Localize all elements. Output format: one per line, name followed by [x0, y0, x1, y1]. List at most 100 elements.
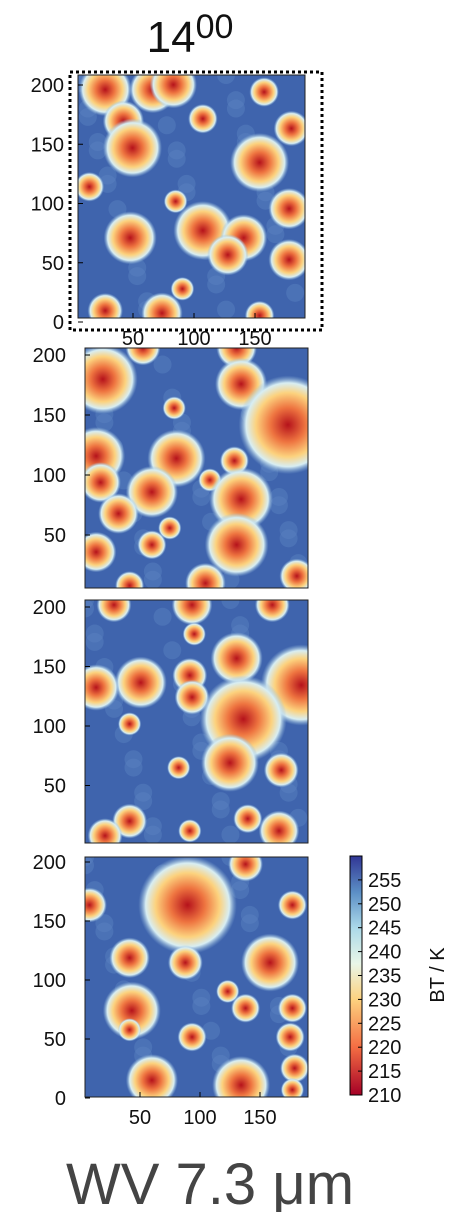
- cloud-blob: [185, 562, 226, 588]
- texture: [211, 792, 230, 811]
- cloud-blob: [85, 462, 121, 503]
- cloud-blob: [78, 172, 105, 202]
- map-border: [77, 74, 306, 319]
- cloud-blob: [125, 465, 178, 519]
- x-tick-label: 150: [243, 1107, 276, 1129]
- cloud-blob: [210, 632, 263, 685]
- texture: [85, 624, 104, 643]
- y-tick-label: 200: [33, 345, 66, 367]
- cloud-blob: [275, 1022, 305, 1052]
- texture: [88, 133, 107, 152]
- x-tick-label: 50: [129, 1107, 151, 1129]
- cloud-blob: [228, 857, 263, 882]
- texture: [134, 1038, 153, 1057]
- cloud-blob: [263, 752, 299, 788]
- colorbar-tick-label: 210: [368, 1085, 401, 1107]
- colorbar-tick-label: 215: [368, 1061, 401, 1083]
- colorbar-label: BT / K: [427, 947, 449, 1003]
- texture: [217, 75, 236, 84]
- cloud-blob: [103, 211, 157, 265]
- texture: [226, 99, 245, 118]
- cloud-blob: [249, 77, 279, 107]
- y-tick-label: 0: [53, 312, 64, 334]
- cloud-blob: [85, 531, 117, 573]
- texture: [279, 521, 298, 540]
- cloud-blob: [254, 600, 290, 623]
- texture: [266, 225, 285, 244]
- colorbar-tick-label: 220: [368, 1037, 401, 1059]
- cloud-blob: [125, 348, 161, 366]
- texture: [98, 166, 117, 185]
- caption: WV 7.3 μm: [66, 1152, 354, 1212]
- texture: [269, 487, 288, 506]
- cloud-blob: [85, 348, 138, 414]
- texture: [153, 355, 172, 374]
- texture: [143, 817, 162, 836]
- texture: [226, 91, 245, 110]
- x-tick-label: 100: [177, 328, 210, 350]
- texture: [286, 283, 305, 302]
- cloud-blob: [174, 679, 210, 715]
- colorbar-tick-label: 255: [368, 870, 401, 892]
- texture: [167, 141, 186, 160]
- cloud-blob: [138, 857, 237, 955]
- cloud-blob: [212, 1056, 271, 1097]
- texture: [85, 600, 94, 618]
- texture: [202, 1021, 221, 1040]
- y-tick-label: 200: [33, 597, 66, 619]
- y-tick-label: 100: [31, 194, 64, 216]
- cloud-blob: [233, 804, 263, 834]
- cloud-blob: [149, 75, 197, 109]
- cloud-blob: [163, 189, 188, 214]
- cloud-blob: [85, 887, 107, 923]
- cloud-blob: [244, 300, 275, 318]
- y-tick-label: 150: [31, 134, 64, 156]
- title: 1400: [147, 8, 234, 62]
- cloud-blob: [137, 530, 167, 560]
- x-tick-label: 50: [122, 328, 144, 350]
- colorbar-tick-label: 245: [368, 918, 401, 940]
- cloud-blob: [158, 516, 182, 540]
- texture: [143, 570, 162, 588]
- cloud-blob: [258, 810, 300, 843]
- cloud-blob: [162, 396, 186, 420]
- y-tick-label: 50: [44, 525, 66, 547]
- texture: [221, 600, 240, 609]
- cloud-blob: [118, 1018, 142, 1042]
- texture: [192, 487, 211, 506]
- panel: 50 100 150 200: [33, 597, 309, 844]
- texture: [134, 792, 153, 811]
- texture: [240, 905, 259, 924]
- cloud-blob: [125, 1054, 178, 1097]
- texture: [124, 758, 143, 777]
- cloud-blob: [170, 277, 195, 301]
- cloud-blob: [167, 945, 203, 980]
- texture: [134, 783, 153, 802]
- texture: [95, 922, 114, 941]
- texture: [128, 267, 147, 286]
- texture: [211, 800, 230, 819]
- panel: 0 50 100 150 200 50 100 150: [31, 74, 306, 350]
- texture: [143, 825, 162, 843]
- map: [85, 348, 308, 588]
- texture: [153, 607, 172, 626]
- title-sup: 00: [196, 8, 234, 46]
- texture: [192, 996, 211, 1015]
- cloud-blob: [231, 993, 261, 1023]
- cloud-blob: [277, 993, 307, 1023]
- y-tick-label: 100: [33, 465, 66, 487]
- cloud-blob: [204, 512, 269, 577]
- panel: 50 100 150 200: [33, 345, 309, 589]
- y-tick-label: 50: [44, 1029, 66, 1051]
- cloud-blob: [216, 979, 240, 1003]
- texture: [85, 857, 94, 875]
- map-border: [84, 599, 309, 844]
- y-tick-label: 0: [55, 1088, 66, 1110]
- y-tick-label: 100: [33, 716, 66, 738]
- cloud-blob: [207, 234, 249, 276]
- colorbar-tick-label: 240: [368, 942, 401, 964]
- cloud-blob: [109, 937, 150, 979]
- texture: [231, 616, 250, 635]
- y-tick-label: 200: [31, 75, 64, 97]
